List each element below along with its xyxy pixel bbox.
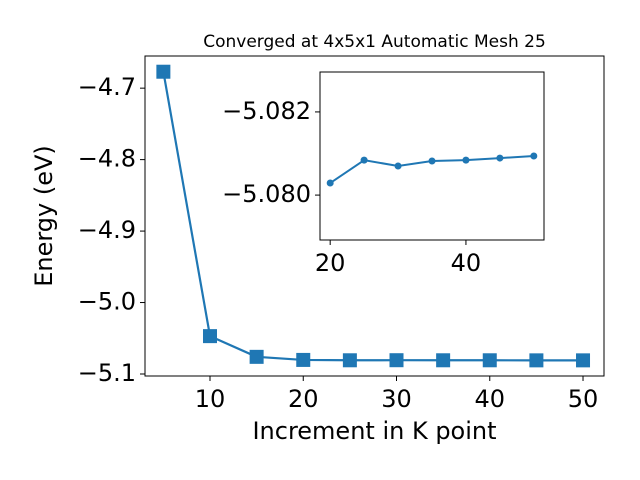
marker bbox=[156, 64, 171, 79]
marker bbox=[342, 353, 357, 368]
x-tick-label: 40 bbox=[474, 385, 505, 413]
marker bbox=[360, 156, 368, 164]
y-tick-label: −5.0 bbox=[78, 288, 136, 316]
plot-area bbox=[319, 71, 545, 241]
y-tick-label: −5.1 bbox=[78, 359, 136, 387]
x-tick-label: 10 bbox=[195, 385, 226, 413]
x-tick-label: 40 bbox=[451, 249, 482, 277]
y-axis-label: Energy (eV) bbox=[30, 145, 58, 287]
x-axis-label: Increment in K point bbox=[252, 417, 496, 445]
marker bbox=[394, 162, 402, 170]
marker bbox=[496, 154, 504, 162]
x-tick-label: 30 bbox=[381, 385, 412, 413]
marker bbox=[326, 179, 334, 187]
y-tick-label: −5.082 bbox=[222, 97, 311, 125]
x-tick-label: 20 bbox=[288, 385, 319, 413]
y-tick-label: −4.9 bbox=[78, 216, 136, 244]
y-tick-label: −4.7 bbox=[78, 73, 136, 101]
marker bbox=[436, 353, 451, 368]
marker bbox=[202, 329, 217, 344]
y-tick-label: −5.080 bbox=[222, 180, 311, 208]
marker bbox=[389, 353, 404, 368]
marker bbox=[462, 156, 470, 164]
x-tick-label: 20 bbox=[315, 249, 346, 277]
marker bbox=[296, 352, 311, 367]
marker bbox=[530, 152, 538, 160]
marker bbox=[529, 353, 544, 368]
chart-title: Converged at 4x5x1 Automatic Mesh 25 bbox=[203, 32, 546, 52]
marker bbox=[428, 157, 436, 165]
marker bbox=[576, 353, 591, 368]
marker bbox=[482, 353, 497, 368]
series-line bbox=[162, 71, 584, 362]
x-tick-label: 50 bbox=[568, 385, 599, 413]
y-tick-label: −4.8 bbox=[78, 145, 136, 173]
marker bbox=[249, 349, 264, 364]
